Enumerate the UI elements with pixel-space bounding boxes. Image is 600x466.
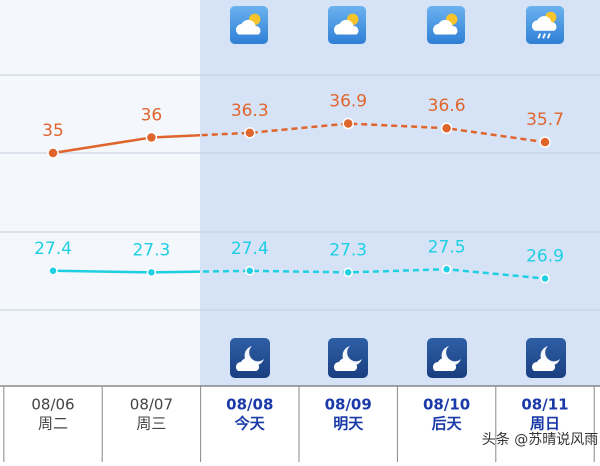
- point: [244, 127, 256, 139]
- weekday-label: 周二: [38, 415, 68, 433]
- point: [343, 267, 353, 278]
- grid: [0, 74, 600, 311]
- forecast-shade: [200, 0, 600, 386]
- value-label: 27.5: [428, 237, 466, 257]
- weekday-label: 今天: [234, 415, 266, 433]
- date-label: 08/10: [423, 396, 470, 414]
- date-label: 08/11: [521, 396, 568, 414]
- date-label: 08/09: [325, 396, 372, 414]
- value-label: 36.9: [329, 92, 367, 112]
- point: [47, 147, 59, 159]
- point: [48, 266, 58, 276]
- value-label: 27.3: [329, 240, 367, 260]
- line-forecast: [200, 267, 546, 280]
- value-label: 27.4: [231, 239, 269, 259]
- point: [146, 267, 157, 278]
- axis-area: [0, 387, 600, 462]
- value-label: 36.6: [428, 96, 466, 116]
- value-label: 35: [42, 121, 64, 141]
- point: [440, 122, 453, 134]
- point: [245, 266, 255, 276]
- point: [539, 136, 551, 148]
- point: [145, 131, 158, 144]
- weekday-label: 周日: [530, 415, 560, 433]
- date-label: 08/08: [226, 396, 273, 414]
- watermark: 头条 @苏晴说风雨: [482, 431, 598, 448]
- line-past: [52, 133, 200, 155]
- value-label: 27.4: [34, 239, 72, 259]
- line-forecast: [200, 122, 546, 144]
- weekday-label: 周三: [136, 415, 166, 433]
- value-label: 36.3: [231, 101, 269, 121]
- value-label: 27.3: [132, 240, 170, 260]
- value-label: 36: [141, 106, 163, 126]
- value-label: 26.9: [526, 247, 564, 267]
- value-label: 35.7: [526, 110, 564, 130]
- weekday-label: 明天: [333, 415, 364, 433]
- date-label: 08/07: [130, 396, 173, 414]
- line-past: [52, 269, 200, 274]
- point: [342, 117, 354, 130]
- point: [441, 264, 452, 274]
- weekday-label: 后天: [432, 415, 463, 433]
- date-label: 08/06: [31, 396, 74, 414]
- point: [540, 273, 550, 284]
